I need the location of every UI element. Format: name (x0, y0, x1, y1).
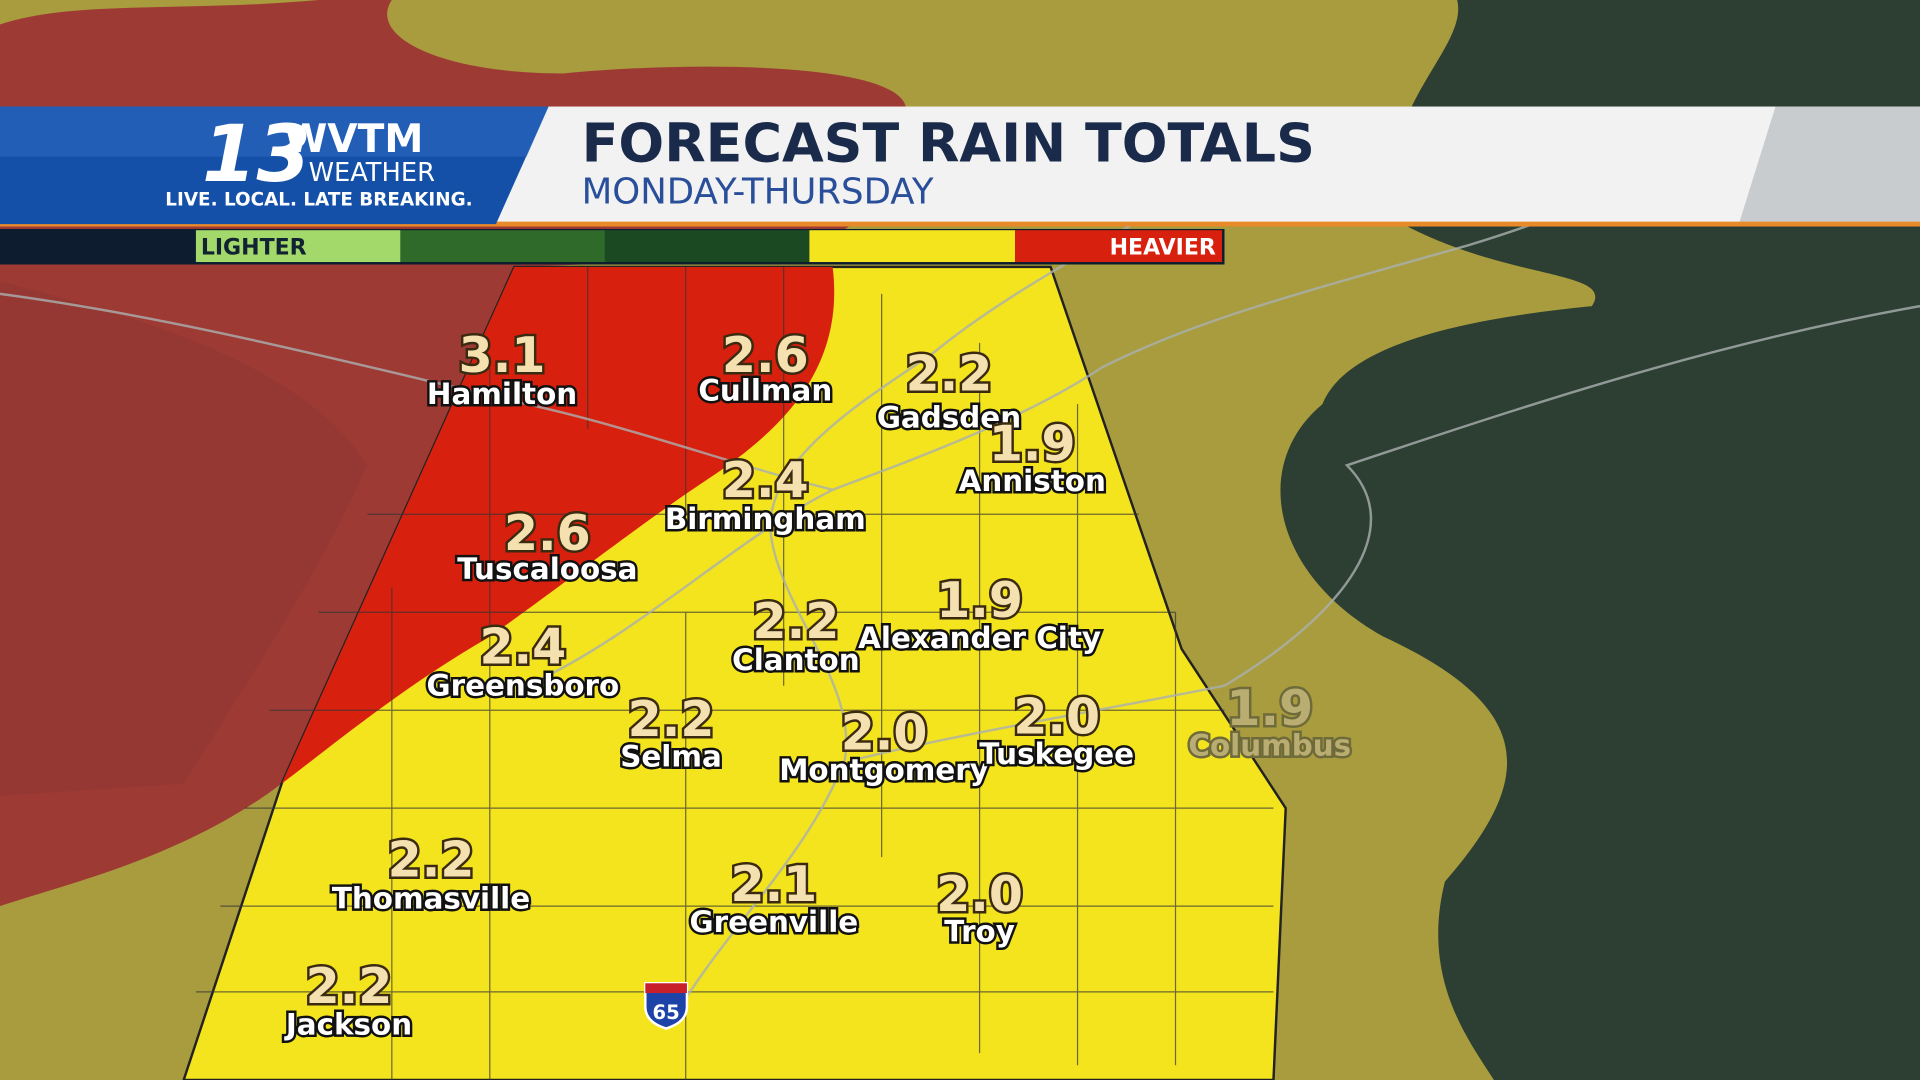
legend-swatch (400, 230, 605, 263)
city-name: Jackson (284, 1008, 412, 1042)
rain-total: 2.6 (504, 505, 591, 562)
county-lines (195, 266, 1274, 1080)
rain-total: 2.0 (1013, 688, 1100, 745)
rain-total: 2.2 (906, 346, 993, 403)
rain-total: 1.9 (936, 572, 1023, 629)
shield-band (645, 983, 687, 994)
shield-shape (644, 982, 689, 1030)
legend-swatch (195, 230, 401, 263)
city-name: Gadsden (877, 400, 1021, 434)
city-name: Tuscaloosa (457, 552, 637, 586)
highway-label: 65 (652, 1001, 679, 1024)
rain-total: 2.2 (388, 832, 475, 889)
title: FORECAST RAIN TOTALS (582, 112, 1315, 175)
logo-brand: WEATHER (309, 158, 436, 188)
rain-total: 2.2 (753, 593, 840, 650)
rain-total: 2.1 (731, 856, 818, 913)
rain-total: 2.2 (306, 958, 393, 1015)
subtitle: MONDAY-THURSDAY (582, 171, 934, 212)
logo-number: 13 (202, 109, 311, 200)
alabama-red (281, 266, 835, 784)
interstate-shield: 65 (644, 982, 689, 1030)
heavy-rain-core (0, 281, 368, 796)
banner-rule (0, 221, 1920, 227)
city-name: Thomasville (332, 882, 530, 916)
logo-shine (0, 106, 549, 157)
rain-total: 2.2 (628, 691, 715, 748)
legend-swatch (604, 230, 810, 263)
city-name: Anniston (959, 464, 1106, 498)
city-name: Tuskegee (979, 737, 1134, 771)
rain-total: 2.6 (722, 327, 809, 384)
city-name: Cullman (698, 373, 832, 407)
logo-call-sign: WVTM (284, 117, 423, 162)
rain-total: 2.4 (722, 452, 809, 509)
city-name: Greensboro (426, 669, 619, 703)
legend-high: HEAVIER (1110, 236, 1216, 261)
city-name: Columbus (1188, 729, 1351, 763)
rain-total: 3.1 (459, 327, 546, 384)
legend-swatch (1015, 230, 1223, 263)
logo-tagline: LIVE. LOCAL. LATE BREAKING. (165, 190, 472, 211)
rain-total: 1.9 (1226, 680, 1313, 737)
rain-total: 2.4 (479, 619, 566, 676)
city-name: Montgomery (779, 753, 989, 787)
city-name: Selma (620, 740, 722, 774)
city-name: Hamilton (427, 377, 577, 411)
city-name: Alexander City (858, 621, 1101, 655)
city-name: Birmingham (665, 502, 866, 536)
banner-accent (1738, 106, 1920, 225)
city-name: Troy (944, 915, 1015, 949)
rain-total: 1.9 (989, 415, 1076, 472)
legend-swatch (809, 230, 1016, 263)
city-name: Clanton (732, 643, 860, 677)
rain-total: 2.0 (841, 704, 928, 761)
legend-low: LIGHTER (201, 236, 307, 261)
city-name: Greenville (690, 905, 859, 939)
rain-total: 2.0 (936, 866, 1023, 923)
